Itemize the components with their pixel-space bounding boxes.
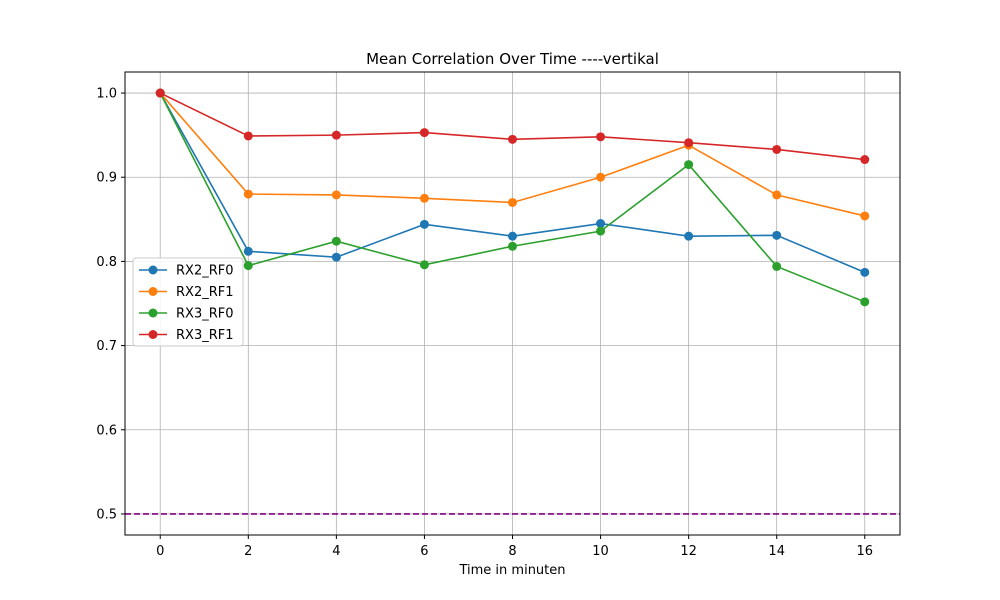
data-point (508, 134, 517, 144)
x-tick-label: 6 (420, 544, 428, 559)
x-tick-label: 8 (508, 544, 516, 559)
data-point (419, 260, 429, 270)
data-point (772, 261, 782, 271)
x-tick-label: 10 (592, 544, 609, 559)
y-tick-label: 0.6 (96, 423, 117, 438)
data-point (860, 297, 870, 307)
legend-box (132, 257, 244, 347)
x-tick-label: 0 (156, 544, 164, 559)
legend-label: RX2_RF0 (176, 264, 234, 279)
data-point (155, 88, 165, 98)
data-point (243, 246, 253, 256)
data-point (331, 236, 341, 246)
x-tick-label: 4 (332, 544, 340, 559)
x-tick-label: 14 (768, 544, 785, 559)
data-point (243, 189, 253, 199)
grid (125, 72, 900, 535)
legend-marker (148, 265, 158, 275)
data-point (419, 219, 429, 229)
x-tick-label: 16 (856, 544, 873, 559)
data-point (508, 241, 517, 251)
x-axis-title: Time in minuten (458, 563, 565, 578)
data-point (860, 267, 870, 277)
legend-item: RX3_RF0 (139, 307, 234, 322)
legend-item: RX2_RF1 (139, 285, 234, 300)
data-point (596, 219, 606, 229)
legend: RX2_RF0 RX2_RF1 RX3_RF0 RX3_RF1 (132, 257, 244, 347)
data-point (331, 252, 341, 262)
data-point (772, 190, 782, 200)
data-point (684, 231, 694, 241)
chart-title: Mean Correlation Over Time ----vertikal (366, 50, 659, 68)
legend-marker (148, 330, 158, 339)
data-point (860, 155, 870, 165)
data-point (419, 193, 429, 203)
data-point (508, 197, 517, 207)
legend-marker (148, 287, 158, 296)
data-point (684, 138, 694, 148)
y-axis: 0.5 0.6 0.7 0.8 0.9 1.0 (96, 87, 125, 522)
x-tick-label: 12 (680, 544, 697, 559)
legend-label: RX2_RF1 (176, 285, 234, 300)
legend-label: RX3_RF0 (176, 307, 234, 322)
x-tick-label: 2 (244, 544, 252, 559)
data-point (243, 261, 253, 271)
data-point (772, 230, 782, 240)
data-point (243, 131, 253, 141)
data-point (596, 226, 606, 236)
data-point (860, 211, 870, 221)
legend-label: RX3_RF1 (176, 328, 234, 343)
data-point (596, 132, 606, 142)
y-tick-label: 0.5 (96, 507, 117, 522)
legend-item: RX2_RF0 (139, 264, 234, 279)
legend-item: RX3_RF1 (139, 328, 234, 343)
data-point (508, 231, 517, 241)
data-point (419, 128, 429, 138)
data-point (331, 190, 341, 200)
y-tick-label: 0.8 (96, 255, 117, 270)
y-tick-label: 0.9 (96, 171, 117, 186)
y-tick-label: 1.0 (96, 87, 117, 102)
series-layer (155, 88, 870, 307)
x-axis: 0 2 4 6 8 10 12 14 16 (156, 535, 873, 559)
data-point (684, 160, 694, 170)
data-point (331, 130, 341, 140)
legend-marker (148, 308, 158, 318)
y-tick-label: 0.7 (96, 339, 117, 354)
series-RX3_RF1 (155, 88, 870, 165)
data-point (772, 144, 782, 154)
data-point (596, 172, 606, 182)
